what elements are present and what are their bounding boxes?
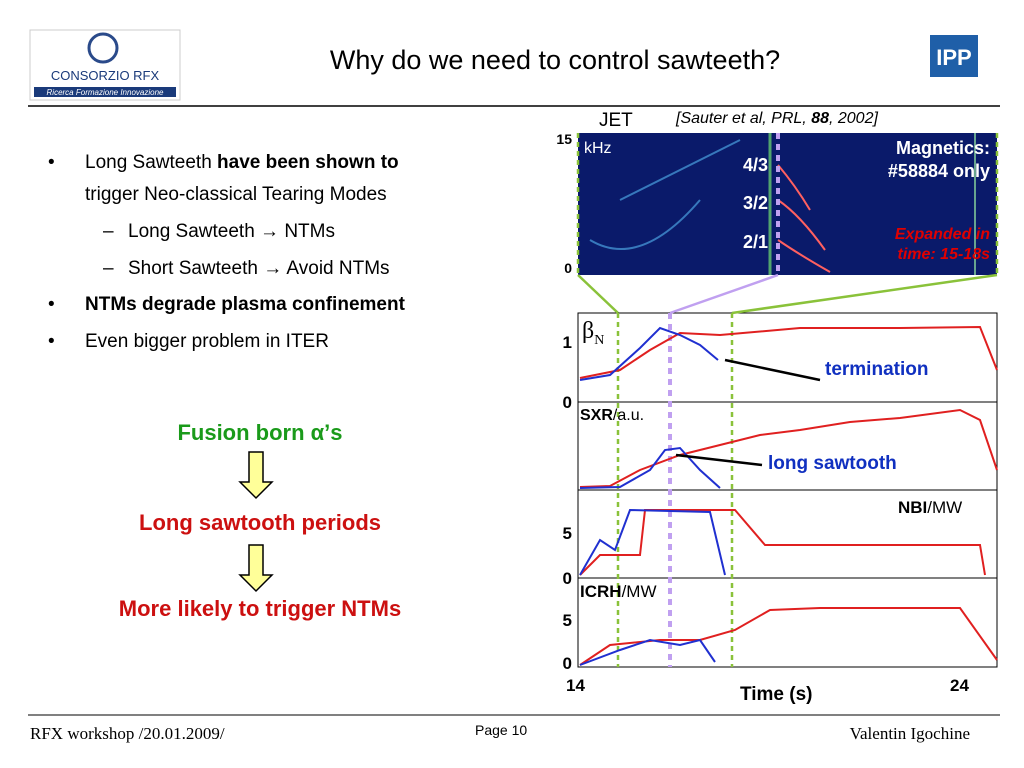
text: /MW <box>927 498 963 517</box>
text: , 2002] <box>828 110 878 127</box>
icrh-label: ICRH/MW <box>580 582 657 602</box>
tick-label: 15 <box>556 131 572 147</box>
long-sawtooth: long sawtooth <box>768 453 897 474</box>
bullet-3: • NTMs degrade plasma confinement <box>48 294 405 315</box>
text: NBI <box>898 498 928 517</box>
title: Why do we need to control sawteeth? <box>329 45 781 75</box>
footer-right: Valentin Igochine <box>849 724 970 743</box>
logo-ring <box>87 32 119 64</box>
footer-left: RFX workshop /20.01.2009/ <box>30 724 225 743</box>
text: Short Sawteeth → Avoid NTMs <box>128 258 390 279</box>
flow-step: Long sawtooth periods <box>139 510 381 535</box>
x-tick-label: 24 <box>950 676 969 695</box>
mode: 3/2 <box>743 193 769 213</box>
bullet-1-cont: trigger Neo-classical Tearing Modes <box>85 184 387 205</box>
text: /MW <box>621 582 657 601</box>
x-axis-label: Time (s) <box>740 684 813 705</box>
logo-text: CONSORZIO RFX <box>51 68 160 83</box>
beta-label: βN <box>582 318 604 349</box>
text: ICRH <box>580 582 622 601</box>
text: [Sauter et al, PRL, <box>676 110 812 127</box>
sub-bullet: – Short Sawteeth → Avoid NTMs <box>103 258 390 279</box>
bullet-4: • Even bigger problem in ITER <box>48 331 329 352</box>
khz: kHz <box>584 140 612 157</box>
arrow <box>238 544 274 593</box>
logo-sub: Ricerca Formazione Innovazione <box>47 88 164 97</box>
logo-ipp: IPP <box>936 45 971 70</box>
tick-label: 0 <box>562 569 572 588</box>
crash-markers <box>668 133 780 667</box>
spectrogram <box>578 133 997 275</box>
text: Even bigger problem in ITER <box>85 331 329 352</box>
tick-label: 5 <box>562 611 572 630</box>
flow-arrows <box>238 451 274 593</box>
sub-bullet: – Long Sawteeth → NTMs <box>103 221 335 242</box>
bullet-1: • Long Sawteeth have been shown to <box>48 152 399 173</box>
text: 88 <box>811 110 829 127</box>
tick-label: 0 <box>562 393 572 412</box>
callout-lines <box>675 358 821 467</box>
logo-bar <box>34 87 176 97</box>
citation: [Sauter et al, PRL, 88, 2002] <box>676 110 878 128</box>
termination: termination <box>825 359 929 380</box>
text-bold: have been shown to <box>217 152 399 173</box>
page-number: Page 10 <box>475 722 528 738</box>
mode: 4/3 <box>743 155 769 175</box>
arrow <box>238 451 274 500</box>
tick-label: 5 <box>562 524 572 543</box>
mode-traces <box>777 164 831 273</box>
tick-label: 0 <box>564 260 572 276</box>
flow-step: Fusion born α’s <box>177 420 343 445</box>
magnetics: #58884 only <box>887 161 990 181</box>
text: SXR <box>580 407 613 424</box>
text: β <box>582 318 595 344</box>
spectrogram-features <box>589 133 976 275</box>
panel-separators <box>578 401 997 579</box>
x-tick-label: 14 <box>566 676 585 695</box>
zoom-lines <box>576 133 999 667</box>
flow-step: More likely to trigger NTMs <box>118 596 402 621</box>
text-bold: NTMs degrade plasma confinement <box>85 294 405 315</box>
text: Long Sawteeth → NTMs <box>128 221 335 242</box>
jet-label: JET <box>599 110 633 131</box>
nbi-label: NBI/MW <box>898 498 962 518</box>
expanded: Expanded in <box>894 226 990 243</box>
traces <box>579 325 998 666</box>
tick-label: 0 <box>562 654 572 673</box>
logo-right <box>930 35 978 77</box>
tick-label: 1 <box>562 333 572 352</box>
magnetics: Magnetics: <box>895 138 990 158</box>
text: Long Sawteeth <box>85 152 218 173</box>
expanded: time: 15-18s <box>897 246 991 263</box>
text: /a.u. <box>612 407 645 424</box>
text: N <box>594 332 605 348</box>
sxr-label: SXR/a.u. <box>580 407 644 425</box>
mode: 2/1 <box>743 232 769 252</box>
